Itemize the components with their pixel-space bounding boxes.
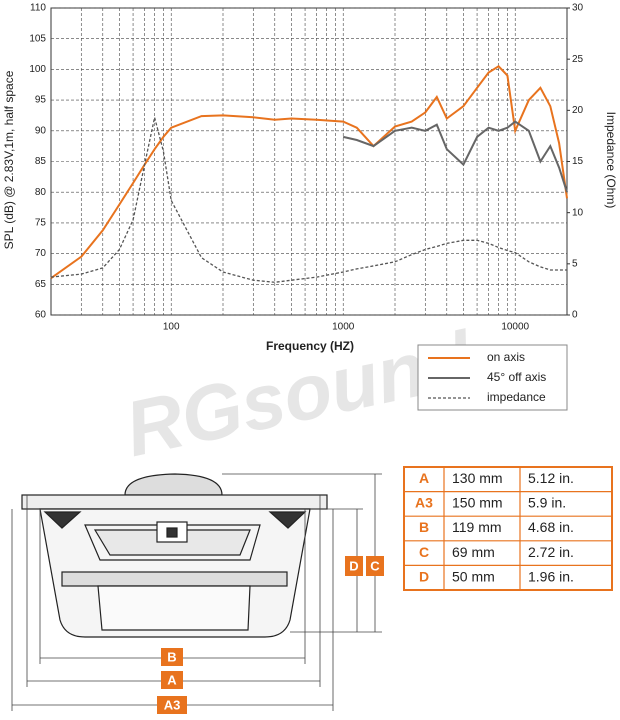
x-tick-label: 1000 [332,322,355,333]
y-tick-label: 80 [35,187,47,198]
y-tick-label: 90 [35,125,47,136]
table-key: C [419,544,429,560]
table-cell: 119 mm [452,519,502,535]
y-tick-label: 65 [35,279,47,290]
y-axis-label: SPL (dB) @ 2.83V,1m, half space [2,70,16,249]
y-tick-label: 75 [35,218,47,229]
dimension-table: A 130 mm 5.12 in. A3 150 mm 5.9 in. B 119 mm 4.6… [403,466,613,591]
dim-label: B [167,649,176,664]
y-tick-label: 85 [35,156,47,167]
legend-label: on axis [487,350,525,364]
x-axis-label: Frequency (HZ) [266,339,354,353]
y-tick-label: 110 [30,3,46,14]
x-tick-label: 10000 [501,322,529,333]
y2-axis-label: Impedance (Ohm) [604,112,618,209]
table-key: D [419,568,429,584]
series-line [50,117,567,283]
y-tick-label: 70 [35,248,47,259]
table-key: A3 [415,495,433,511]
series-line [50,65,568,280]
table-cell: 150 mm [452,495,503,511]
table-cell: 130 mm [452,470,503,486]
table-cell: 50 mm [452,568,495,584]
y-tick-label: 95 [35,95,47,106]
y-tick-label: 105 [29,33,46,44]
table-cell: 1.96 in. [528,568,574,584]
table-key: B [419,519,429,535]
dimension-labels: B A A3 D C [157,556,384,714]
y-tick-label: 60 [35,310,47,321]
y2-tick-label: 20 [572,105,584,116]
table-cell: 5.12 in. [528,470,574,486]
legend-label: impedance [487,390,546,404]
table-cell: 5.9 in. [528,495,566,511]
y2-tick-label: 10 [572,207,584,218]
dim-label: D [349,558,358,573]
y2-tick-label: 5 [572,258,578,269]
y2-tick-label: 0 [572,310,578,321]
table-cell: 2.72 in. [528,544,574,560]
table-key: A [419,470,429,486]
series-line [342,120,568,193]
speaker-drawing [21,473,328,638]
y2-tick-label: 15 [572,156,584,167]
table-cell: 4.68 in. [528,519,574,535]
y-tick-label: 100 [29,64,46,75]
y2-tick-label: 25 [572,54,584,65]
table-cell: 69 mm [452,544,495,560]
dim-label: C [370,558,380,573]
dim-label: A3 [164,697,181,712]
legend-label: 45° off axis [487,370,546,384]
dim-label: A [167,672,177,687]
y2-tick-label: 30 [572,3,584,14]
x-tick-label: 100 [163,322,180,333]
